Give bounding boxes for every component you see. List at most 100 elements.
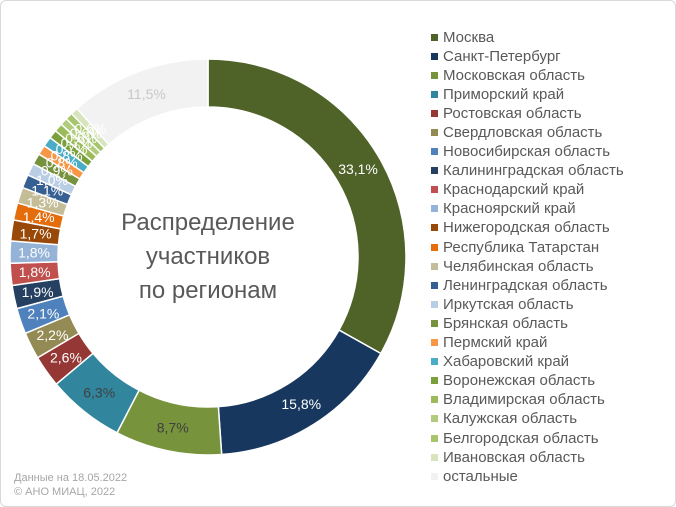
legend-label: Пермский край bbox=[443, 334, 548, 352]
legend-label: Воронежская область bbox=[443, 372, 596, 390]
slice-label: 0,7% bbox=[60, 135, 92, 151]
legend-label: Московская область bbox=[443, 66, 585, 84]
legend-item: Владимирская область bbox=[431, 390, 624, 409]
legend-item: Брянская область bbox=[431, 314, 624, 333]
legend-marker bbox=[431, 186, 438, 194]
legend-marker bbox=[431, 224, 438, 232]
legend-label: Челябинская область bbox=[443, 257, 594, 275]
legend-label: Белгородская область bbox=[443, 429, 599, 447]
legend-item: Ленинградская область bbox=[431, 276, 624, 295]
legend-marker bbox=[431, 243, 438, 251]
legend-item: остальные bbox=[431, 467, 624, 486]
legend-item: Ростовская область bbox=[431, 104, 624, 123]
slice-label: 15,8% bbox=[281, 396, 321, 412]
legend-marker bbox=[431, 281, 438, 289]
legend-label: Ростовская область bbox=[443, 104, 582, 122]
legend-label: Свердловская область bbox=[443, 124, 603, 142]
legend-label: Ивановская область bbox=[443, 448, 585, 466]
copyright-note: © АНО МИАЦ, 2022 bbox=[14, 486, 116, 498]
legend-label: Брянская область bbox=[443, 314, 568, 332]
slice-label: 6,3% bbox=[83, 385, 115, 401]
legend-label: Владимирская область bbox=[443, 391, 605, 409]
legend-marker bbox=[431, 262, 438, 270]
legend-marker bbox=[431, 129, 438, 137]
legend-item: Нижегородская область bbox=[431, 218, 624, 237]
chart-title-line: по регионам bbox=[139, 277, 277, 304]
legend-label: Хабаровский край bbox=[443, 353, 570, 371]
legend-marker bbox=[431, 453, 438, 461]
legend-label: Калининградская область bbox=[443, 162, 624, 180]
legend-marker bbox=[431, 434, 438, 442]
slice-label: 1,1% bbox=[31, 182, 63, 198]
legend-label: Москва bbox=[443, 28, 495, 46]
chart-title: Распределение участников по регионам bbox=[121, 209, 295, 304]
legend-item: Пермский край bbox=[431, 333, 624, 352]
legend-marker bbox=[431, 109, 438, 117]
legend-item: Калининградская область bbox=[431, 161, 624, 180]
legend-marker bbox=[431, 148, 438, 156]
legend-marker bbox=[431, 319, 438, 327]
legend-marker bbox=[431, 71, 438, 79]
legend-label: Калужская область bbox=[443, 410, 578, 428]
slice-label: 0,8% bbox=[46, 155, 78, 171]
slice-label: 2,1% bbox=[27, 305, 59, 321]
legend-label: Нижегородская область bbox=[443, 219, 610, 237]
legend-item: Иркутская область bbox=[431, 295, 624, 314]
data-date-note: Данные на 18.05.2022 bbox=[14, 472, 128, 484]
legend-label: Республика Татарстан bbox=[443, 238, 600, 256]
legend-marker bbox=[431, 167, 438, 175]
slice-label: 1,9% bbox=[22, 284, 54, 300]
legend-item: Хабаровский край bbox=[431, 352, 624, 371]
chart-footer: Данные на 18.05.2022 © АНО МИАЦ, 2022 bbox=[14, 471, 127, 499]
legend-marker bbox=[431, 358, 438, 366]
donut-slices bbox=[9, 58, 407, 456]
legend-label: Ленинградская область bbox=[443, 276, 608, 294]
legend-marker bbox=[431, 90, 438, 98]
legend-label: Иркутская область bbox=[443, 295, 574, 313]
legend-item: Белгородская область bbox=[431, 428, 624, 447]
legend-item: Московская область bbox=[431, 66, 624, 85]
slice-label: 1,4% bbox=[23, 209, 55, 225]
legend-marker bbox=[431, 33, 438, 41]
slice-label: 1,0% bbox=[36, 172, 68, 188]
legend-marker bbox=[431, 52, 438, 60]
donut-slice bbox=[207, 58, 407, 355]
legend-item: Челябинская область bbox=[431, 257, 624, 276]
legend-marker bbox=[431, 415, 438, 423]
legend-label: Новосибирская область bbox=[443, 143, 611, 161]
slice-label: 33,1% bbox=[338, 161, 378, 177]
legend-label: остальные bbox=[443, 467, 518, 485]
legend-item: Новосибирская область bbox=[431, 142, 624, 161]
slice-label: 11,5% bbox=[127, 86, 166, 102]
legend-item: Республика Татарстан bbox=[431, 238, 624, 257]
legend-item: Краснодарский край bbox=[431, 180, 624, 199]
legend-label: Приморский край bbox=[443, 85, 565, 103]
slice-label: 0,6% bbox=[70, 125, 102, 141]
legend-item: Красноярский край bbox=[431, 199, 624, 218]
legend-item: Санкт-Петербург bbox=[431, 47, 624, 66]
slice-label: 2,6% bbox=[50, 349, 82, 365]
chart-legend: Москва Санкт-Петербург Московская область П… bbox=[431, 28, 624, 486]
slice-label: 0,6% bbox=[65, 130, 97, 146]
slice-label: 1,8% bbox=[18, 245, 50, 261]
slice-label: 2,2% bbox=[37, 327, 69, 343]
legend-item: Калужская область bbox=[431, 409, 624, 428]
slice-label: 1,7% bbox=[20, 225, 52, 241]
slice-label: 0,8% bbox=[51, 148, 83, 164]
slice-label: 0,7% bbox=[56, 141, 88, 157]
donut-slice bbox=[76, 58, 209, 146]
legend-marker bbox=[431, 339, 438, 347]
legend-item: Ивановская область bbox=[431, 448, 624, 467]
legend-item: Воронежская область bbox=[431, 371, 624, 390]
slice-label: 0,6% bbox=[75, 121, 107, 137]
legend-marker bbox=[431, 205, 438, 213]
legend-item: Свердловская область bbox=[431, 123, 624, 142]
legend-label: Красноярский край bbox=[443, 200, 576, 218]
donut-slice bbox=[217, 329, 382, 456]
legend-marker bbox=[431, 472, 438, 480]
legend-marker bbox=[431, 377, 438, 385]
legend-marker bbox=[431, 300, 438, 308]
slice-label: 8,7% bbox=[157, 419, 189, 435]
slice-label: 1,3% bbox=[27, 195, 59, 211]
